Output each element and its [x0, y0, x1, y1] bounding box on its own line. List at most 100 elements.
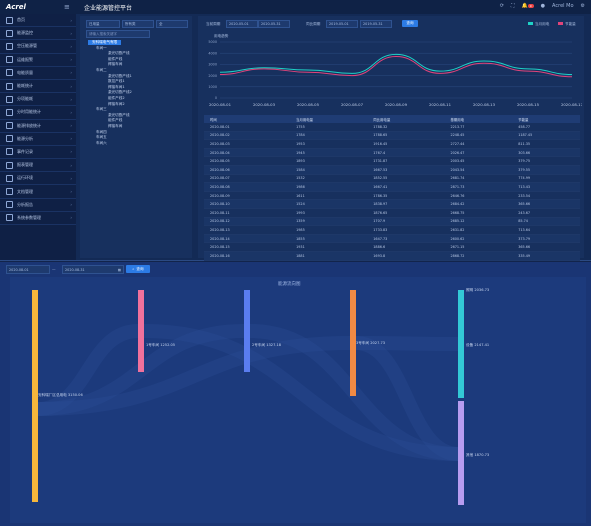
sidebar-item-label: 运行环境	[17, 175, 33, 181]
tree-node[interactable]: 车间六	[96, 140, 107, 145]
table-cell: 373.79	[512, 234, 580, 244]
sidebar-item[interactable]: 报表管理 ›	[0, 159, 76, 173]
sidebar-item-label: 分时用能统计	[17, 109, 41, 115]
tree-node[interactable]: 焊接车间2	[108, 101, 125, 106]
current-start-input[interactable]: 2020-05-01	[226, 20, 258, 28]
sidebar-item[interactable]: 分析报告 ›	[0, 199, 76, 212]
tree-search-input[interactable]: 请输入搜索关键字	[86, 30, 150, 38]
table-cell: 2248.45	[444, 131, 513, 141]
sidebar-item[interactable]: 能源监控 ›	[0, 27, 76, 41]
compare-start-input[interactable]: 2019-05-01	[326, 20, 358, 28]
sidebar-item-label: 电能质量	[17, 69, 33, 75]
table-cell: 2020-08-09	[204, 191, 291, 201]
sankey-start-input[interactable]: 2020-08-01	[6, 265, 50, 274]
column-header[interactable]: 节能量	[512, 115, 580, 123]
sankey-end-input[interactable]: 2020-08-31 ▦	[62, 265, 124, 274]
current-end-input[interactable]: 2020-05-31	[258, 20, 290, 28]
table-cell: 335.49	[512, 251, 580, 261]
type-select[interactable]: 所有类	[122, 20, 154, 28]
tree-node[interactable]: 组件产线	[108, 118, 123, 123]
menu-toggle-icon[interactable]: ≡	[64, 3, 70, 11]
sankey-node-bar[interactable]	[350, 290, 356, 396]
table-cell: 2681.74	[444, 174, 513, 184]
table-cell: 379.75	[512, 156, 580, 166]
table-cell: 2043.54	[444, 165, 513, 175]
tree-node[interactable]: 焊接车间	[108, 62, 123, 67]
username[interactable]: Acrel Mo	[552, 3, 574, 9]
period-select[interactable]: 日用量	[86, 20, 120, 28]
tree-node[interactable]: 车间二	[96, 68, 107, 72]
tree-node[interactable]: 焊接车间1	[108, 84, 125, 89]
tree-node[interactable]: 车间四	[96, 129, 107, 134]
table-cell: 2020-08-03	[204, 139, 291, 149]
trend-chart: 0 1000 2000 3000 4000 5000 2020-08-01 2020-08-0…	[208, 40, 582, 107]
sidebar-item[interactable]: 能耗统计 ›	[0, 80, 76, 94]
column-header[interactable]: 基期用电	[444, 115, 513, 123]
env-icon	[6, 174, 13, 182]
table-cell: 1788.65	[367, 131, 445, 141]
table-cell: 1945	[290, 148, 368, 158]
sidebar-item[interactable]: 文档管理 ›	[0, 185, 76, 199]
tree-node[interactable]: 激光切割产线2	[108, 90, 132, 95]
table-row: 2020-08-10 1524 1838.97 2684.42 365.66	[204, 199, 580, 209]
tree-node[interactable]: 激光切割产线	[108, 51, 130, 56]
sidebar-item-label: 系统参数管理	[17, 214, 41, 220]
sankey-title: 能源流向图	[278, 282, 301, 287]
legend-saving-text: 节能量	[565, 22, 576, 26]
tree-node[interactable]: 车间五	[96, 135, 107, 140]
tree-node[interactable]: 焊接车间	[108, 124, 123, 128]
sidebar-item[interactable]: 能源排放统计 ›	[0, 120, 76, 133]
gear-icon[interactable]: ⚙	[580, 3, 585, 9]
sankey-link	[355, 336, 459, 461]
sidebar-item[interactable]: 电能质量 ›	[0, 67, 76, 80]
table-cell: 1584	[290, 165, 368, 175]
sidebar-item[interactable]: 首页 ›	[0, 14, 76, 28]
tree-node[interactable]: 车间一	[96, 45, 107, 50]
sidebar-item[interactable]: 分项能耗 ›	[0, 93, 76, 107]
compare-end-input[interactable]: 2019-05-31	[360, 20, 392, 28]
sidebar-item[interactable]: 分时用能统计 ›	[0, 106, 76, 120]
tree-node[interactable]: 安科瑞电气有限	[88, 40, 122, 45]
table-row: 2020-08-14 1855 1647.73 2600.62 373.79	[204, 234, 580, 244]
scope-select[interactable]: 全	[156, 20, 188, 28]
sidebar-item[interactable]: 能源分析 ›	[0, 133, 76, 146]
tree-node[interactable]: 数控产线1	[108, 79, 125, 84]
calendar-icon[interactable]: ▦	[117, 267, 121, 272]
refresh-icon[interactable]: ⟳	[499, 3, 504, 9]
table-row: 2020-08-07 1532 1852.55 2681.74 774.99	[204, 174, 580, 184]
tree-node[interactable]: 车间三	[96, 107, 107, 112]
tree-node[interactable]: 组件产线2	[108, 96, 125, 100]
table-cell: 1707.9	[367, 217, 445, 227]
sidebar-item[interactable]: 运维报警 ›	[0, 54, 76, 67]
sidebar-item[interactable]: 空压能源管 ›	[0, 40, 76, 54]
fullscreen-icon[interactable]: ⛶	[511, 3, 515, 9]
settings-icon	[6, 214, 13, 222]
bell-icon[interactable]: 🔔 9	[521, 3, 534, 9]
sankey-node-bar[interactable]	[458, 401, 464, 505]
sankey-node-bar[interactable]	[32, 290, 38, 502]
sankey-node-bar[interactable]	[244, 290, 250, 372]
table-cell: 2020-08-05	[204, 156, 291, 166]
sankey-node-bar[interactable]	[138, 290, 144, 372]
tree-node[interactable]: 激光切割产线	[108, 112, 130, 117]
tree-node[interactable]: 激光切割产线1	[108, 73, 132, 78]
query-button[interactable]: 查询	[402, 20, 418, 27]
column-header[interactable]: 时间	[204, 115, 291, 123]
table-row: 2020-08-11 1993 1876.65 2668.75 243.67	[204, 208, 580, 218]
sidebar-item[interactable]: 系统参数管理 ›	[0, 212, 76, 225]
table-cell: 1784	[290, 131, 368, 141]
table-row: 2020-08-01 1755 1788.32 2213.77 458.77	[204, 123, 580, 132]
tree-node[interactable]: 组件产线	[108, 56, 123, 61]
column-header[interactable]: 同比用电量	[367, 115, 445, 123]
y-tick-label: 1000	[208, 85, 217, 89]
column-header[interactable]: 当月用电量	[290, 115, 368, 123]
avatar[interactable]: ●	[540, 3, 546, 9]
monitor-icon	[6, 29, 13, 37]
sidebar-item[interactable]: 运行环境 ›	[0, 172, 76, 186]
sidebar-item-label: 能源排放统计	[17, 122, 41, 128]
table-cell: 2020-08-15	[204, 242, 291, 252]
table-cell: 2020-08-06	[204, 165, 291, 175]
sankey-query-button[interactable]: ⌕ 查询	[126, 265, 150, 273]
sidebar-item[interactable]: 事件记录 ›	[0, 146, 76, 160]
sankey-node-bar[interactable]	[458, 290, 464, 398]
